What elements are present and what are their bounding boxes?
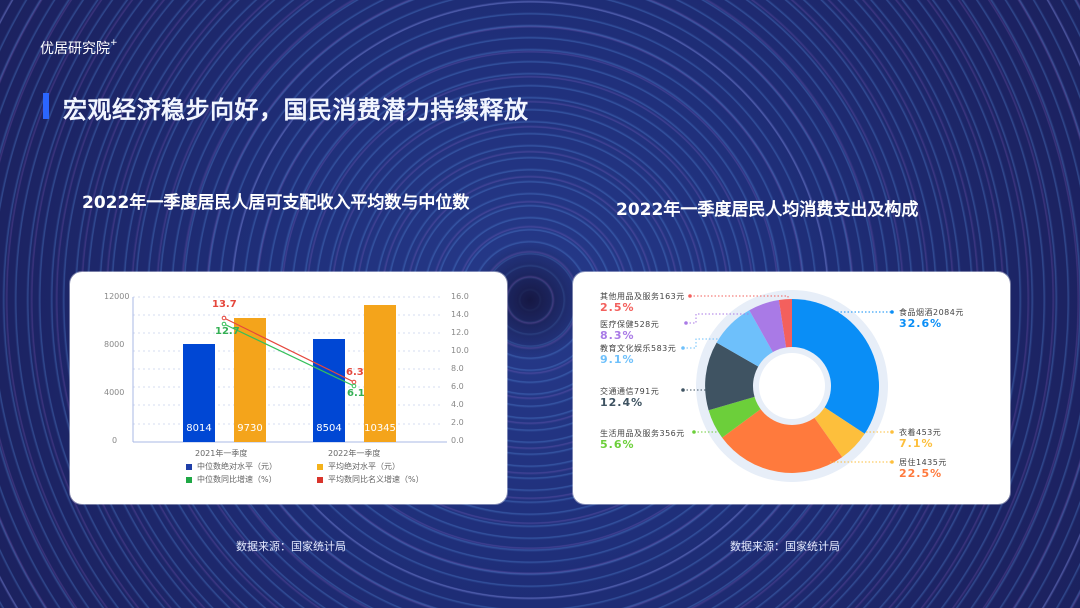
legend-swatch bbox=[186, 463, 192, 470]
x-category-label: 2021年一季度 bbox=[195, 449, 248, 458]
label-other: 其他用品及服务163元 2.5% bbox=[600, 292, 685, 314]
label-transport: 交通通信791元 12.4% bbox=[600, 387, 660, 409]
legend-item-avg-growth: 平均数同比名义增速（%） bbox=[317, 474, 424, 485]
right-chart-subtitle: 2022年一季度居民人均消费支出及构成 bbox=[616, 200, 919, 220]
line-label-median-2021: 12.7 bbox=[215, 326, 240, 337]
sparkle-icon: + bbox=[110, 38, 118, 49]
label-clothing: 衣着453元 7.1% bbox=[899, 428, 942, 450]
line-avg-growth bbox=[223, 317, 355, 383]
bar-label: 10345 bbox=[364, 423, 396, 434]
left-chart-subtitle: 2022年一季度居民人居可支配收入平均数与中位数 bbox=[82, 193, 470, 213]
line-label-avg-2022: 6.3 bbox=[346, 367, 364, 378]
brand-logo: 优居研究院+ bbox=[40, 38, 118, 58]
bar-label: 8014 bbox=[186, 423, 212, 434]
legend-swatch bbox=[317, 463, 323, 470]
bar-avg-2021 bbox=[234, 318, 266, 442]
left-data-source: 数据来源：国家统计局 bbox=[236, 540, 346, 553]
donut-hole bbox=[759, 353, 825, 419]
legend-item-median-level: 中位数绝对水平（元） bbox=[186, 461, 277, 472]
title-accent-bar bbox=[43, 93, 49, 119]
page-title: 宏观经济稳步向好，国民消费潜力持续释放 bbox=[63, 96, 529, 124]
line-median-growth bbox=[223, 323, 355, 387]
label-education: 教育文化娱乐583元 9.1% bbox=[600, 344, 677, 366]
legend-swatch bbox=[317, 476, 323, 483]
slice-housing bbox=[722, 386, 843, 473]
label-housing: 居住1435元 22.5% bbox=[899, 458, 947, 480]
bar-label: 9730 bbox=[237, 423, 263, 434]
right-data-source: 数据来源：国家统计局 bbox=[730, 540, 840, 553]
legend-item-avg-level: 平均绝对水平（元） bbox=[317, 461, 400, 472]
brand-name: 优居研究院 bbox=[40, 41, 110, 57]
bar-label: 8504 bbox=[316, 423, 342, 434]
income-chart-card bbox=[70, 272, 507, 504]
slice-transport bbox=[705, 342, 792, 411]
legend-swatch bbox=[186, 476, 192, 483]
x-category-label: 2022年一季度 bbox=[328, 449, 381, 458]
line-label-median-2022: 6.1 bbox=[347, 388, 365, 399]
bar-avg-2022 bbox=[364, 305, 396, 442]
line-label-avg-2021: 13.7 bbox=[212, 299, 237, 310]
bar-median-2021 bbox=[183, 344, 215, 442]
legend-item-median-growth: 中位数同比增速（%） bbox=[186, 474, 277, 485]
label-healthcare: 医疗保健528元 8.3% bbox=[600, 320, 660, 342]
bar-median-2022 bbox=[313, 339, 345, 442]
label-food: 食品烟酒2084元 32.6% bbox=[899, 308, 964, 330]
label-household: 生活用品及服务356元 5.6% bbox=[600, 429, 685, 451]
